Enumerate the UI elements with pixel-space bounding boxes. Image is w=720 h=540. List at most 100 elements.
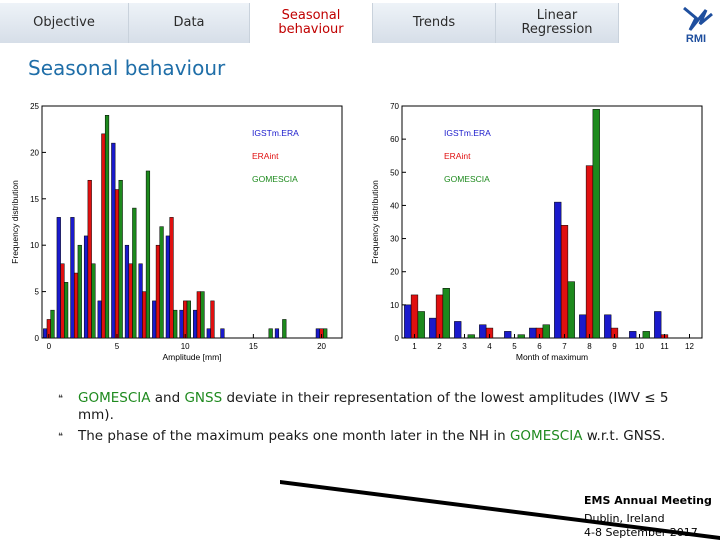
bar xyxy=(173,309,178,339)
bar xyxy=(50,309,55,339)
bar xyxy=(542,324,550,339)
legend-entry: IGSTm.ERA xyxy=(252,128,299,138)
y-tick-label: 40 xyxy=(390,201,399,210)
x-tick-label: 3 xyxy=(462,342,467,351)
bar xyxy=(138,263,143,339)
bar xyxy=(592,109,600,339)
bar xyxy=(104,115,110,339)
bar xyxy=(124,244,130,339)
tab-divider xyxy=(495,3,496,43)
bullet-text-part: deviate in their representation of the l… xyxy=(78,390,669,423)
tab-trends[interactable]: Trends xyxy=(373,3,495,43)
x-tick-label: 10 xyxy=(181,342,190,351)
y-tick-label: 20 xyxy=(30,148,39,157)
tab-objective[interactable]: Objective xyxy=(0,3,128,43)
y-tick-label: 20 xyxy=(390,268,399,277)
y-tick-label: 15 xyxy=(30,195,39,204)
bar xyxy=(323,328,328,339)
bar xyxy=(70,217,75,339)
highlighted-term: GNSS xyxy=(184,390,223,406)
y-tick-label: 30 xyxy=(390,235,399,244)
bar xyxy=(567,281,575,339)
x-tick-label: 6 xyxy=(537,342,542,351)
bar xyxy=(554,201,562,339)
y-tick-label: 25 xyxy=(30,102,39,111)
bar xyxy=(454,321,462,339)
bar xyxy=(442,288,450,339)
x-axis-label: Month of maximum xyxy=(516,352,588,362)
footer-location: Dublin, Ireland xyxy=(584,512,665,525)
y-tick-label: 5 xyxy=(35,288,40,297)
bar xyxy=(560,225,569,339)
legend-entry: IGSTm.ERA xyxy=(444,128,491,138)
bar xyxy=(87,179,92,339)
tab-seasonal-behaviour[interactable]: Seasonal behaviour xyxy=(278,8,344,37)
footer-dates: 4-8 September 2017 xyxy=(584,526,698,539)
bar xyxy=(274,328,280,339)
bar xyxy=(91,263,96,339)
y-tick-label: 10 xyxy=(390,301,399,310)
bar xyxy=(517,334,525,339)
bar xyxy=(604,314,612,339)
bar xyxy=(183,300,188,339)
y-tick-label: 0 xyxy=(35,334,40,343)
amplitude-histogram: 0 5 10 15 20 0 5 10 15 20 25 Amplitude [mm] Frequenc… xyxy=(10,102,343,362)
x-tick-label: 1 xyxy=(412,342,417,351)
legend-entry: ERAint xyxy=(444,151,471,161)
plot-frame xyxy=(401,105,703,339)
bar xyxy=(74,272,79,339)
footer-event-name: EMS Annual Meeting xyxy=(584,494,712,507)
bar xyxy=(101,133,106,339)
bar xyxy=(629,331,637,339)
bar xyxy=(142,291,147,339)
x-tick-label: 20 xyxy=(317,342,326,351)
x-tick-label: 2 xyxy=(437,342,442,351)
bar xyxy=(504,331,512,339)
bar xyxy=(268,328,273,339)
bar xyxy=(193,309,198,339)
x-tick-label: 12 xyxy=(685,342,694,351)
bar xyxy=(97,300,102,339)
x-tick-label: 15 xyxy=(249,342,258,351)
bullet-text: The phase of the maximum peaks one month… xyxy=(78,428,665,444)
x-tick-label: 9 xyxy=(612,342,617,351)
bar xyxy=(315,328,320,339)
bar xyxy=(435,294,444,339)
svg-text:RMI: RMI xyxy=(686,33,706,44)
x-tick-label: 11 xyxy=(660,342,669,351)
tab-linear-regression[interactable]: Linear Regression xyxy=(496,3,618,43)
bar xyxy=(429,317,437,339)
x-tick-label: 5 xyxy=(115,342,120,351)
bar xyxy=(404,304,412,339)
bar xyxy=(56,217,61,339)
bullet-text-part: and xyxy=(150,390,185,406)
bar xyxy=(186,300,191,339)
page-title: Seasonal behaviour xyxy=(28,56,226,80)
bar xyxy=(282,319,287,339)
bar xyxy=(585,165,594,339)
bar xyxy=(118,179,123,339)
x-tick-label: 7 xyxy=(562,342,567,351)
bar xyxy=(410,294,419,339)
bar xyxy=(479,324,487,339)
bar xyxy=(132,207,137,339)
bullet-icon: ❝ xyxy=(58,432,63,442)
tab-divider xyxy=(249,3,250,43)
highlighted-term: GOMESCIA xyxy=(78,390,151,406)
bar xyxy=(60,263,65,339)
bar xyxy=(155,244,160,339)
tab-data[interactable]: Data xyxy=(129,3,249,43)
x-tick-label: 10 xyxy=(635,342,644,351)
rmi-logo: RMI xyxy=(683,6,713,44)
footer-wedge-decoration xyxy=(280,480,720,540)
bullet-text-part: The phase of the maximum peaks one month… xyxy=(78,428,510,444)
tab-divider xyxy=(372,3,373,43)
legend-entry: GOMESCIA xyxy=(252,174,298,184)
bullet-text: GOMESCIA and GNSS deviate in their repre… xyxy=(78,390,668,423)
x-tick-label: 0 xyxy=(47,342,52,351)
y-tick-label: 60 xyxy=(390,135,399,144)
tab-divider xyxy=(618,3,619,43)
y-tick-label: 0 xyxy=(395,334,400,343)
bar xyxy=(206,328,211,339)
y-axis-label: Frequency distribution xyxy=(10,180,20,264)
